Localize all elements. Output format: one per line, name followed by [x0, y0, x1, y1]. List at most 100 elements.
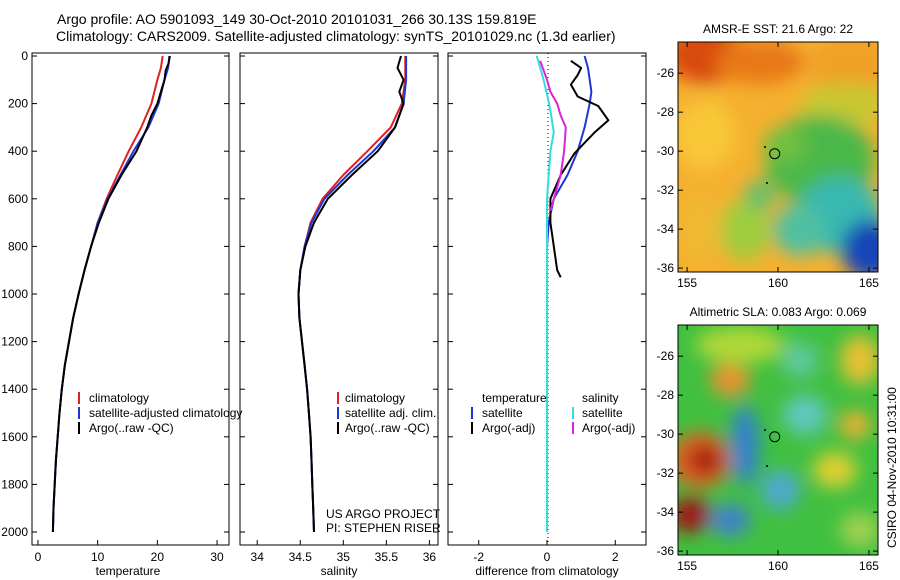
x-tick-label: 36 — [423, 550, 437, 564]
legend-swatch-climatology — [78, 392, 80, 404]
x-tick-label: 10 — [91, 550, 105, 564]
sst-map-panel: AMSR-E SST: 21.6 Argo: 22 — [657, 22, 880, 290]
map-y-tick-label: -30 — [657, 144, 675, 158]
series-line — [51, 55, 171, 533]
y-tick-label: 400 — [8, 144, 28, 158]
csiro-timestamp-label: CSIRO 04-Nov-2010 10:31:00 — [885, 387, 899, 548]
map-y-tick-label: -34 — [657, 505, 675, 519]
legend-label-argo: Argo(..raw -QC) — [89, 421, 174, 435]
x-tick-label: 20 — [151, 550, 165, 564]
map-y-tick-label: -26 — [657, 349, 675, 363]
x-tick-label: 2 — [612, 550, 619, 564]
y-tick-label: 1600 — [1, 430, 28, 444]
x-tick-label: 30 — [210, 550, 224, 564]
legend-label-argo: Argo(..raw -QC) — [345, 421, 430, 435]
y-tick-label: 1000 — [1, 287, 28, 301]
legend-swatch-temperature-argo — [471, 422, 473, 434]
float-track-dot — [764, 146, 766, 148]
legend-swatch-satellite-adj — [337, 407, 339, 419]
figure-title-line-2: Climatology: CARS2009. Satellite-adjuste… — [56, 28, 616, 44]
series-line — [539, 60, 567, 211]
legend-group-title-salinity: salinity — [582, 391, 619, 405]
principal-investigator: PI: STEPHEN RISER — [326, 521, 441, 535]
temperature-panel: 0 10 20 30 0 200 400 600 800 1000 1200 1400 1600 1800… — [1, 49, 242, 578]
map-y-tick-label: -28 — [657, 388, 675, 402]
project-name: US ARGO PROJECT — [326, 507, 441, 521]
map-y-tick-label: -32 — [657, 183, 675, 197]
map-y-tick-label: -36 — [657, 261, 675, 275]
legend-label-satellite-adj: satellite adj. clim. — [345, 406, 436, 420]
legend-label-climatology: climatology — [345, 391, 405, 405]
legend-label-climatology: climatology — [89, 391, 149, 405]
series-line — [51, 55, 171, 533]
sst-map-title: AMSR-E SST: 21.6 Argo: 22 — [703, 22, 853, 36]
legend-label-salinity-satellite: satellite — [582, 406, 623, 420]
legend-swatch-salinity-argo — [572, 422, 574, 434]
difference-legend: temperature satellite Argo(-adj) salinit… — [471, 391, 635, 435]
difference-panel: -2 0 2 difference from climatology tempera… — [447, 52, 647, 578]
salinity-axes-frame — [239, 52, 439, 546]
x-tick-label: -2 — [473, 550, 484, 564]
map-x-tick-label: 155 — [677, 276, 697, 290]
x-tick-label: 34 — [251, 550, 265, 564]
y-tick-label: 800 — [8, 239, 28, 253]
x-tick-label: 0 — [544, 550, 551, 564]
sla-map-title: Altimetric SLA: 0.083 Argo: 0.069 — [690, 305, 867, 319]
sst-heatmap — [678, 42, 878, 272]
legend-swatch-argo — [78, 422, 80, 434]
difference-xlabel: difference from climatology — [475, 564, 618, 578]
salinity-legend: climatology satellite adj. clim. Argo(..… — [337, 391, 436, 435]
float-track-dot — [766, 465, 768, 467]
salinity-panel: 34 34.5 35 35.5 36 salinity climatology sate… — [239, 52, 439, 578]
series-line — [549, 59, 610, 278]
sla-heatmap — [678, 325, 878, 555]
y-tick-label: 0 — [21, 49, 28, 63]
salinity-xlabel: salinity — [321, 564, 358, 578]
x-tick-label: 35.5 — [375, 550, 399, 564]
series-line — [297, 56, 407, 533]
argo-location-marker — [769, 431, 781, 443]
legend-label-satellite-adjusted: satellite-adjusted climatology — [89, 406, 242, 420]
map-x-tick-label: 165 — [859, 559, 879, 573]
legend-swatch-salinity-satellite — [572, 407, 574, 419]
series-line — [535, 55, 555, 532]
legend-swatch-temperature-satellite — [471, 407, 473, 419]
map-x-tick-label: 155 — [677, 559, 697, 573]
float-track-dot — [764, 429, 766, 431]
argo-location-marker — [769, 148, 781, 160]
y-tick-label: 1200 — [1, 335, 28, 349]
y-tick-label: 200 — [8, 97, 28, 111]
map-y-tick-label: -32 — [657, 466, 675, 480]
float-track-dot — [766, 182, 768, 184]
y-tick-label: 1800 — [1, 477, 28, 491]
temperature-legend: climatology satellite-adjusted climatolo… — [78, 391, 242, 435]
map-x-tick-label: 160 — [768, 276, 788, 290]
map-y-tick-label: -26 — [657, 66, 675, 80]
x-tick-label: 35 — [337, 550, 351, 564]
legend-group-title-temperature: temperature — [482, 391, 547, 405]
series-line — [297, 55, 405, 533]
temperature-xlabel: temperature — [96, 564, 161, 578]
map-x-tick-label: 165 — [859, 276, 879, 290]
map-y-tick-label: -36 — [657, 544, 675, 558]
sla-map-panel: Altimetric SLA: 0.083 Argo: 0.069 — [657, 305, 880, 573]
legend-swatch-satellite-adjusted — [78, 407, 80, 419]
map-y-tick-label: -28 — [657, 105, 675, 119]
legend-swatch-argo — [337, 422, 339, 434]
legend-label-salinity-argo: Argo(-adj) — [582, 421, 635, 435]
project-credit: US ARGO PROJECT PI: STEPHEN RISER — [326, 507, 441, 535]
legend-label-temperature-satellite: satellite — [482, 406, 523, 420]
x-tick-label: 34.5 — [289, 550, 313, 564]
x-tick-label: 0 — [35, 550, 42, 564]
legend-label-temperature-argo: Argo(-adj) — [482, 421, 535, 435]
figure-title-line-1: Argo profile: AO 5901093_149 30-Oct-2010… — [57, 11, 537, 27]
map-y-tick-label: -30 — [657, 427, 675, 441]
temperature-axes-frame — [31, 52, 230, 546]
legend-swatch-climatology — [337, 392, 339, 404]
y-tick-label: 600 — [8, 192, 28, 206]
y-tick-label: 2000 — [1, 525, 28, 539]
map-y-tick-label: -34 — [657, 222, 675, 236]
map-x-tick-label: 160 — [768, 559, 788, 573]
y-tick-label: 1400 — [1, 382, 28, 396]
